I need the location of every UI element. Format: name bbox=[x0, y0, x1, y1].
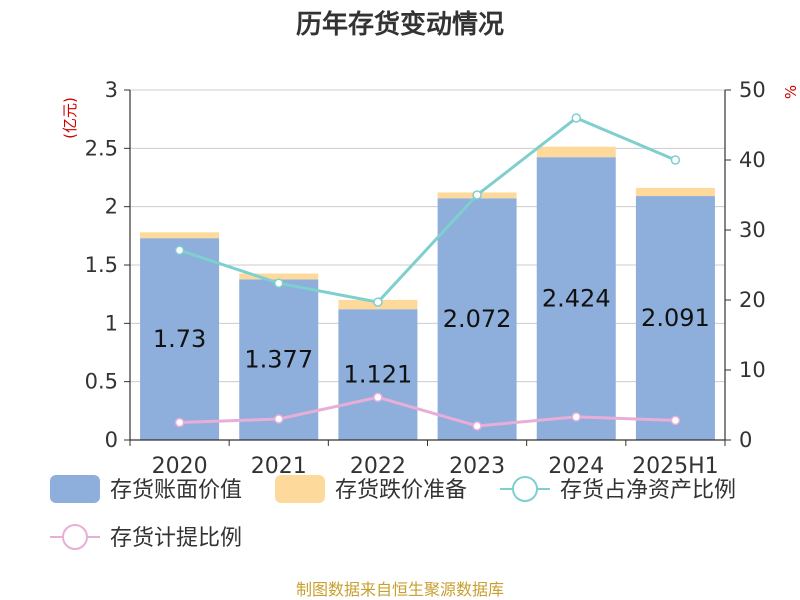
right-tick-label: 30 bbox=[739, 218, 766, 242]
x-tick-label: 2022 bbox=[350, 454, 406, 479]
left-tick-label: 3 bbox=[105, 78, 118, 102]
bar-impairment-provision bbox=[239, 273, 319, 280]
left-axis-unit: (亿元) bbox=[61, 97, 79, 139]
bar-book-value bbox=[338, 309, 418, 440]
left-tick-label: 0 bbox=[105, 428, 118, 452]
point-inventory-to-net-assets bbox=[670, 155, 681, 165]
bar-value-label: 2.091 bbox=[641, 304, 710, 332]
bar-value-label: 2.072 bbox=[443, 305, 512, 333]
point-inventory-to-net-assets bbox=[571, 113, 581, 123]
bars bbox=[140, 146, 715, 440]
line-inventory-to-net-assets bbox=[179, 116, 677, 304]
bar-value-label: 1.73 bbox=[153, 325, 206, 353]
bar-book-value bbox=[635, 196, 715, 440]
data-labels: 1.73 1.377 1.121 2.072 2.424 2.091 bbox=[153, 285, 710, 389]
point-provision-ratio bbox=[174, 417, 185, 428]
legend-label: 存货账面价值 bbox=[110, 478, 242, 503]
right-tick-label: 10 bbox=[739, 358, 766, 382]
left-tick-label: 2 bbox=[105, 195, 118, 219]
point-inventory-to-net-assets bbox=[373, 297, 383, 307]
point-provision-ratio bbox=[472, 421, 482, 431]
legend-label: 存货计提比例 bbox=[110, 526, 242, 551]
legend-swatch bbox=[50, 475, 100, 503]
point-inventory-to-net-assets bbox=[174, 245, 185, 256]
chart-title: 历年存货变动情况 bbox=[296, 9, 504, 40]
x-tick-label: 2023 bbox=[449, 454, 505, 479]
right-tick-label: 50 bbox=[739, 78, 766, 102]
left-tick-label: 1 bbox=[105, 311, 118, 335]
legend-marker bbox=[512, 476, 538, 502]
point-provision-ratio bbox=[373, 392, 383, 403]
bar-impairment-provision bbox=[635, 187, 715, 197]
bar-book-value bbox=[437, 198, 517, 440]
right-axis-unit: % bbox=[782, 85, 800, 99]
lines bbox=[174, 113, 681, 431]
bar-book-value bbox=[536, 157, 616, 440]
bar-impairment-provision bbox=[536, 146, 616, 158]
x-tick-label: 2021 bbox=[251, 454, 307, 479]
bar-value-label: 2.424 bbox=[542, 285, 611, 313]
legend-label: 存货跌价准备 bbox=[335, 478, 467, 503]
line-provision-ratio bbox=[179, 395, 676, 428]
source-note: 制图数据来自恒生聚源数据库 bbox=[296, 580, 504, 599]
bar-impairment-provision bbox=[140, 232, 220, 239]
bar-value-label: 1.121 bbox=[344, 361, 413, 389]
x-tick-label: 2020 bbox=[152, 454, 208, 479]
right-tick-label: 20 bbox=[739, 288, 766, 312]
legend-label: 存货占净资产比例 bbox=[560, 478, 736, 503]
point-inventory-to-net-assets bbox=[472, 190, 482, 200]
legend-marker bbox=[62, 524, 88, 550]
left-tick-label: 2.5 bbox=[85, 136, 118, 160]
left-tick-label: 0.5 bbox=[85, 370, 118, 394]
grid bbox=[130, 89, 725, 441]
right-tick-label: 40 bbox=[739, 148, 766, 172]
x-tick-label: 2025H1 bbox=[632, 454, 719, 479]
bar-book-value bbox=[140, 238, 220, 440]
legend-swatch bbox=[275, 475, 325, 503]
x-tick-label: 2024 bbox=[548, 454, 604, 479]
bar-value-label: 1.377 bbox=[244, 346, 313, 374]
right-tick-label: 0 bbox=[739, 428, 752, 452]
point-provision-ratio bbox=[670, 415, 681, 426]
left-tick-label: 1.5 bbox=[85, 253, 118, 277]
point-inventory-to-net-assets bbox=[274, 278, 284, 288]
point-provision-ratio bbox=[571, 412, 581, 422]
point-provision-ratio bbox=[274, 414, 284, 424]
